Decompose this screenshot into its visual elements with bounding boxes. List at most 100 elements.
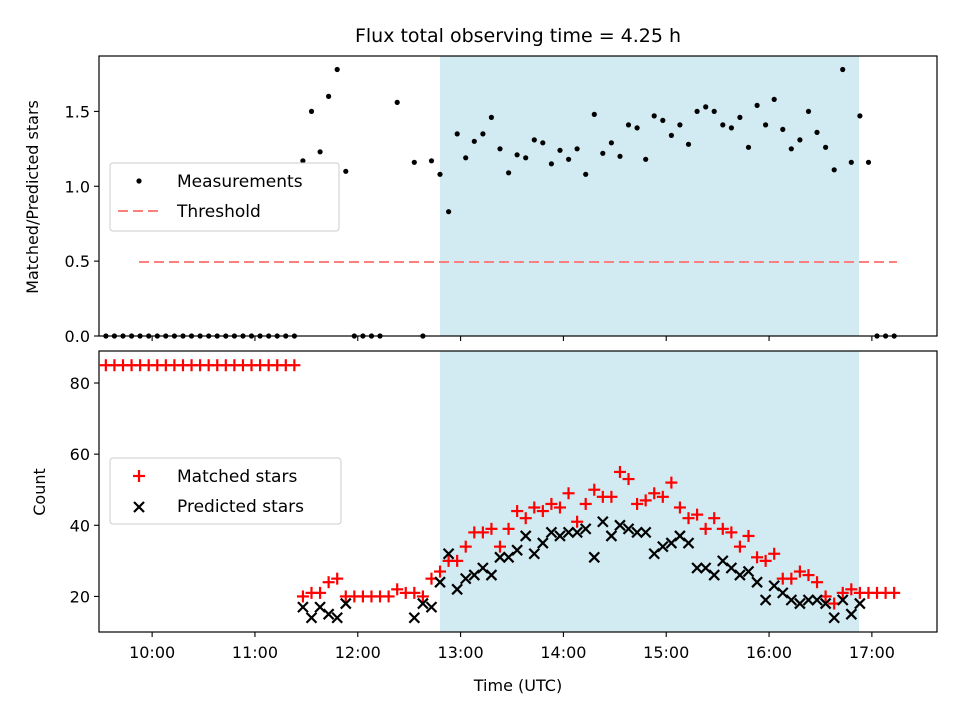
predicted-point (305, 611, 318, 624)
measurement-point (660, 117, 666, 123)
top-y-axis-label: Matched/Predicted stars (23, 100, 42, 294)
matched-point (699, 522, 712, 535)
matched-point (888, 586, 901, 599)
predicted-point (434, 576, 446, 588)
predicted-point (682, 537, 695, 549)
matched-point (631, 497, 644, 510)
measurement-point (634, 125, 640, 131)
matched-point (588, 483, 601, 496)
predicted-point (802, 594, 815, 606)
measurement-point (574, 146, 580, 152)
matched-point (682, 512, 695, 525)
measurement-point (625, 122, 632, 128)
top-y-tick-label: 1.5 (65, 102, 90, 121)
predicted-point (759, 594, 772, 606)
measurement-point (643, 156, 649, 162)
bottom-legend-box (109, 457, 342, 525)
measurement-point (840, 66, 846, 73)
predicted-point (588, 551, 601, 564)
measurement-point (300, 158, 306, 164)
predicted-point (785, 594, 798, 606)
x-tick-label: 13:00 (438, 643, 484, 662)
predicted-point (451, 583, 463, 596)
matched-point (288, 359, 301, 372)
legend-measurements-marker (136, 178, 142, 184)
bottom-y-axis-label: Count (30, 468, 49, 516)
predicted-point (657, 540, 669, 553)
measurement-point (865, 159, 872, 165)
matched-point (408, 586, 421, 599)
matched-point (451, 554, 464, 567)
measurement-point (805, 108, 812, 114)
matched-point (322, 576, 335, 589)
matched-point (811, 576, 824, 589)
predicted-point (597, 515, 609, 528)
matched-point (579, 497, 592, 510)
matched-point (725, 526, 738, 539)
matched-point (562, 487, 575, 500)
measurement-point (411, 159, 417, 165)
measurement-point (463, 155, 469, 161)
bottom-x-axis: 10:00 11:00 12:00 13:00 14:00 15:00 16:00 17:00 (129, 632, 895, 662)
predicted-point (571, 526, 583, 539)
matched-point (314, 586, 327, 599)
predicted-point (562, 526, 575, 539)
legend-matched-marker (133, 470, 145, 482)
matched-point (391, 583, 404, 596)
predicted-point (528, 547, 541, 560)
x-tick-label: 12:00 (335, 643, 381, 662)
predicted-point (819, 597, 832, 610)
predicted-point (297, 601, 309, 613)
measurement-point (668, 132, 675, 138)
measurement-point (780, 126, 786, 132)
measurement-point (540, 140, 546, 146)
top-y-tick-label: 1.0 (65, 177, 90, 196)
legend-predicted-label: Predicted stars (177, 497, 304, 517)
matched-point (605, 490, 618, 503)
measurement-point (591, 111, 597, 117)
measurement-point (763, 122, 769, 128)
predicted-points (297, 515, 866, 624)
measurement-point (771, 96, 777, 102)
predicted-point (614, 519, 626, 532)
measurement-point (788, 146, 794, 152)
matched-point (691, 508, 704, 521)
measurement-point (694, 108, 700, 114)
matched-point (476, 526, 489, 539)
top-panel: 0.0 0.5 1.0 1.5 Matched/Predicted stars Mea… (23, 55, 938, 346)
predicted-point (854, 597, 866, 610)
measurement-point (523, 155, 529, 161)
bottom-legend: Matched stars Predicted stars (109, 457, 342, 525)
matched-point (768, 547, 781, 560)
matched-point (331, 572, 344, 585)
predicted-point (322, 608, 335, 620)
x-tick-label: 16:00 (746, 643, 792, 662)
matched-point (751, 551, 764, 564)
x-tick-label: 11:00 (232, 643, 278, 662)
x-axis-label: Time (UTC) (473, 676, 562, 695)
measurement-point (651, 113, 657, 119)
predicted-point (751, 576, 763, 588)
measurement-point (557, 147, 563, 153)
top-y-tick-label: 0.5 (65, 252, 90, 271)
x-tick-label: 15:00 (643, 643, 689, 662)
bottom-y-axis: 20 40 60 80 (70, 374, 99, 606)
matched-point (296, 590, 309, 603)
measurement-point (334, 66, 340, 73)
matched-point (793, 565, 806, 578)
measurement-point (583, 171, 589, 177)
matched-point (545, 497, 558, 510)
matched-point (845, 583, 858, 596)
measurement-point (471, 138, 477, 144)
legend-threshold-label: Threshold (176, 202, 261, 222)
measurement-point (514, 152, 520, 158)
measurement-point (848, 159, 854, 165)
measurement-point (437, 171, 443, 177)
measurement-point (685, 141, 692, 147)
predicted-point (708, 569, 720, 581)
measurement-point (797, 137, 803, 143)
matched-point (836, 586, 849, 599)
predicted-point (442, 547, 455, 560)
predicted-point (811, 594, 823, 606)
bottom-y-tick-label: 60 (70, 445, 90, 464)
